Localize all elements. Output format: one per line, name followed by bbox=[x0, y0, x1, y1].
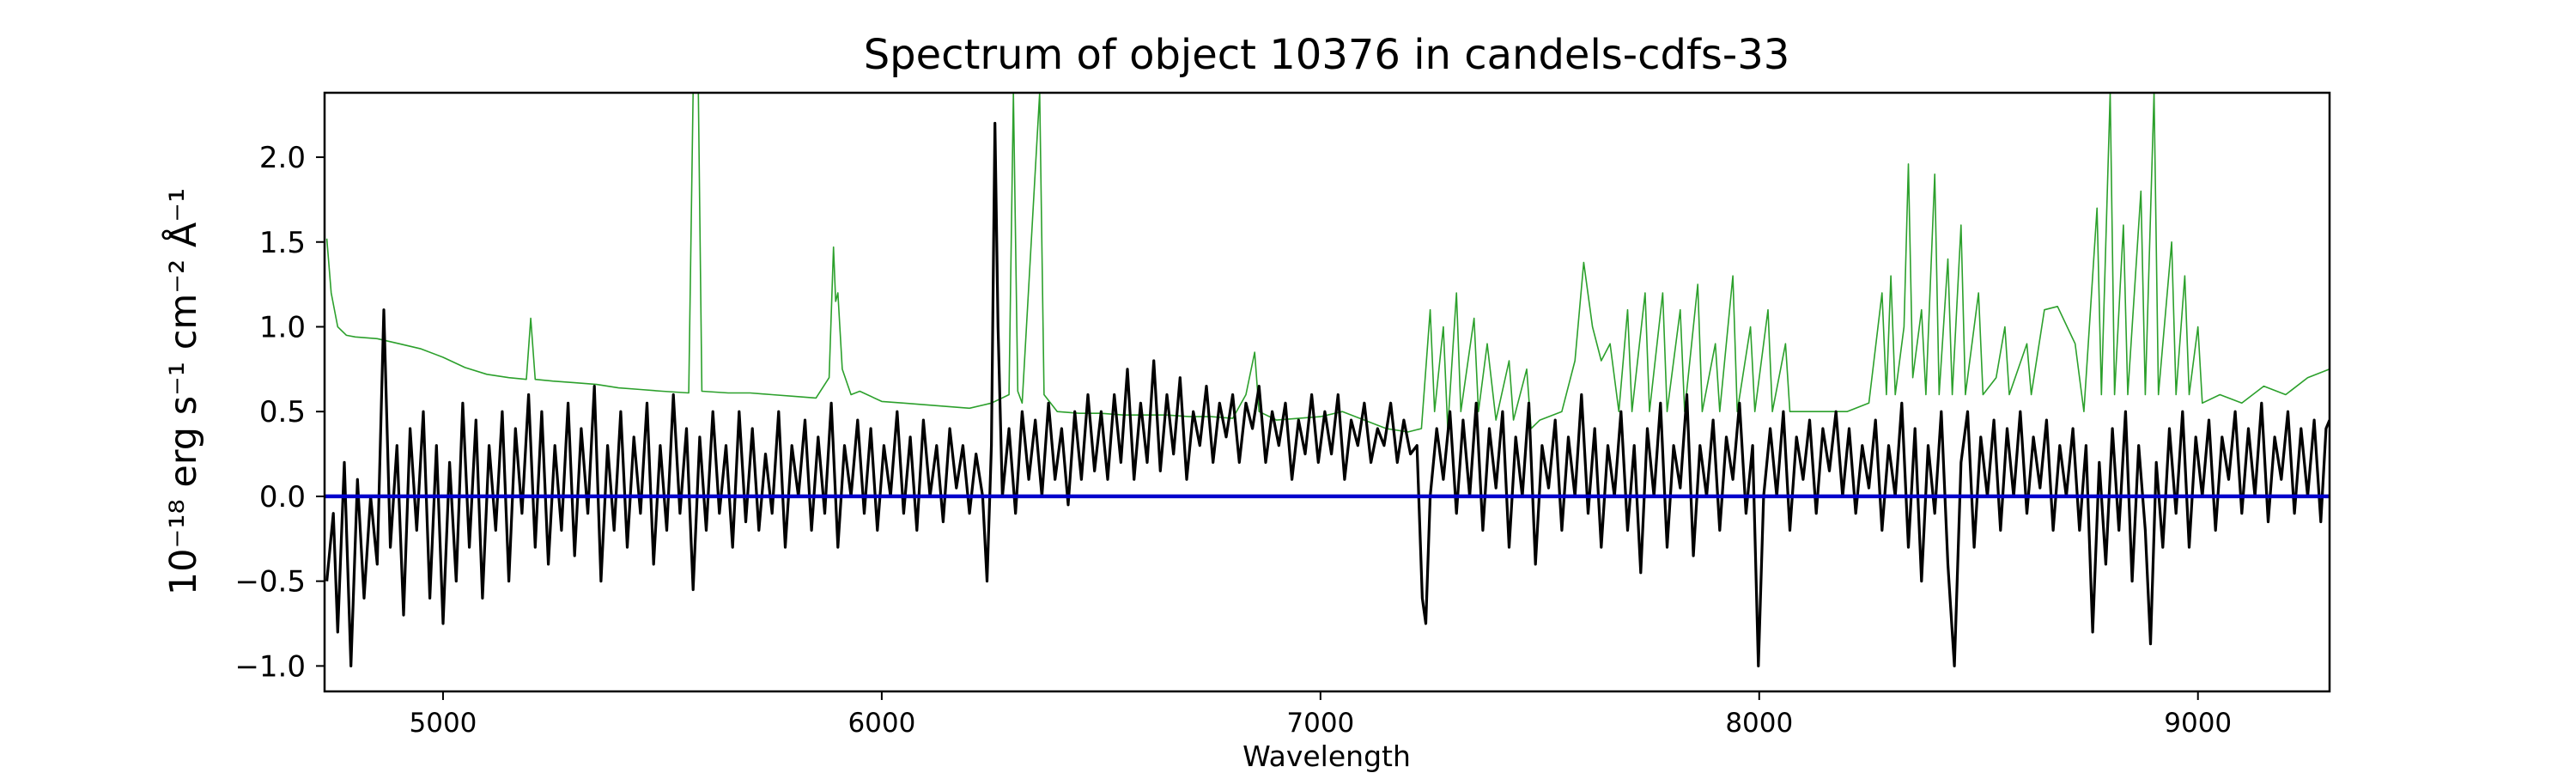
x-tick-label: 5000 bbox=[410, 708, 477, 739]
y-axis-label: 10⁻¹⁸ erg s⁻¹ cm⁻² Å⁻¹ bbox=[161, 188, 205, 595]
y-tick-label: −1.0 bbox=[234, 649, 306, 684]
x-tick-label: 8000 bbox=[1725, 708, 1793, 739]
x-axis: 5000 6000 7000 8000 9000 bbox=[410, 691, 2232, 739]
x-axis-label: Wavelength bbox=[1242, 740, 1411, 773]
y-tick-label: 2.0 bbox=[259, 141, 306, 175]
x-tick-label: 6000 bbox=[848, 708, 915, 739]
plot-layer bbox=[325, 93, 2330, 668]
x-tick-label: 7000 bbox=[1286, 708, 1354, 739]
y-tick-label: 0.5 bbox=[259, 395, 306, 429]
y-tick-label: 1.5 bbox=[259, 226, 306, 260]
y-tick-label: −0.5 bbox=[234, 565, 306, 600]
y-tick-label: 0.0 bbox=[259, 480, 306, 514]
y-tick-label: 1.0 bbox=[259, 310, 306, 344]
y-axis: −1.0 −0.5 0.0 0.5 1.0 1.5 2.0 bbox=[234, 141, 325, 684]
x-tick-label: 9000 bbox=[2164, 708, 2232, 739]
plot-frame bbox=[323, 91, 2331, 693]
chart-title: Spectrum of object 10376 in candels-cdfs… bbox=[864, 31, 1790, 79]
noise-series-line bbox=[325, 93, 2330, 433]
flux-series-line bbox=[325, 121, 2330, 668]
